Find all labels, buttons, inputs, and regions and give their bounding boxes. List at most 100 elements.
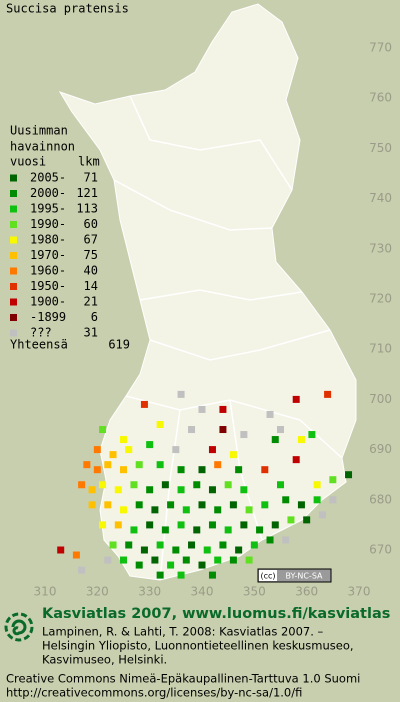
occurrence-cell	[188, 426, 196, 434]
occurrence-cell	[120, 556, 127, 564]
cc-badge: (cc) BY-NC-SA	[257, 568, 332, 583]
occurrence-cell	[240, 431, 248, 439]
legend-swatch	[10, 190, 17, 197]
occurrence-cell	[203, 546, 211, 554]
occurrence-cell	[135, 461, 143, 469]
occurrence-cell	[114, 521, 122, 529]
occurrence-cell	[146, 521, 154, 529]
occurrence-cell	[198, 501, 206, 509]
occurrence-cell	[303, 516, 311, 524]
occurrence-cell	[292, 395, 300, 403]
occurrence-cell	[130, 526, 138, 534]
occurrence-cell	[282, 536, 290, 544]
x-axis-label: 360	[295, 585, 318, 599]
occurrence-cell	[297, 501, 305, 509]
occurrence-cell	[135, 561, 143, 569]
occurrence-cell	[219, 541, 227, 549]
badge-license: BY-NC-SA	[285, 572, 323, 581]
occurrence-cell	[151, 556, 159, 564]
occurrence-cell	[135, 501, 143, 509]
occurrence-cell	[261, 501, 269, 509]
occurrence-cell	[245, 506, 253, 514]
occurrence-cell	[146, 441, 154, 449]
occurrence-cell	[177, 521, 185, 529]
occurrence-cell	[256, 526, 264, 534]
legend-swatch	[10, 329, 17, 337]
license-line: http://creativecommons.org/licenses/by-n…	[6, 686, 302, 700]
y-axis-label: 750	[369, 141, 392, 155]
legend-total: 619	[108, 338, 130, 352]
occurrence-cell	[172, 446, 180, 454]
y-axis-label: 680	[369, 492, 392, 506]
legend-label: -1899	[30, 310, 66, 324]
occurrence-cell	[198, 561, 206, 569]
y-axis-label: 690	[369, 442, 392, 456]
y-axis-label: 710	[369, 342, 392, 356]
citation-line: Helsingin Yliopisto, Luonnontieteellinen…	[42, 639, 354, 653]
occurrence-cell	[219, 426, 227, 434]
occurrence-cell	[161, 481, 169, 489]
occurrence-cell	[156, 421, 164, 428]
occurrence-cell	[99, 426, 107, 434]
y-axis-label: 770	[369, 41, 392, 55]
legend-swatch	[10, 298, 17, 306]
legend-swatch	[10, 236, 17, 244]
legend-count: 67	[84, 233, 98, 247]
legend-count: 14	[84, 279, 98, 293]
occurrence-cell	[140, 400, 148, 408]
x-axis-label: 340	[191, 585, 214, 599]
occurrence-cell	[297, 436, 305, 444]
occurrence-cell	[104, 461, 112, 469]
legend-count: 121	[76, 186, 98, 200]
occurrence-cell	[193, 526, 201, 534]
occurrence-cell	[329, 496, 337, 504]
legend-count: 40	[84, 264, 98, 278]
occurrence-cell	[120, 466, 127, 474]
occurrence-cell	[104, 501, 112, 509]
occurrence-cell	[245, 556, 253, 564]
occurrence-cell	[250, 541, 258, 549]
legend-label: 2000-	[30, 186, 66, 200]
y-axis-label: 720	[369, 292, 392, 306]
occurrence-cell	[146, 486, 154, 494]
occurrence-cell	[224, 481, 232, 489]
y-axis-label: 700	[369, 392, 392, 406]
legend-swatch	[10, 267, 17, 275]
occurrence-cell	[324, 390, 332, 398]
occurrence-cell	[193, 481, 201, 489]
legend-header: havainnon	[10, 140, 75, 154]
legend-count: 21	[84, 295, 98, 309]
badge-cc: (cc)	[260, 572, 275, 581]
legend-swatch	[10, 205, 17, 213]
occurrence-cell	[88, 501, 96, 509]
occurrence-cell	[214, 461, 222, 469]
legend-label: 1960-	[30, 264, 66, 278]
occurrence-cell	[114, 486, 122, 494]
y-axis-label: 740	[369, 191, 392, 205]
credits-heading: Kasviatlas 2007, www.luomus.fi/kasviatla…	[42, 606, 390, 622]
legend-count: 75	[84, 248, 98, 262]
occurrence-cell	[151, 506, 159, 514]
occurrence-cell	[214, 506, 222, 514]
occurrence-cell	[104, 556, 112, 564]
occurrence-cell	[229, 451, 237, 459]
occurrence-cell	[109, 541, 117, 549]
y-axis-label: 760	[369, 91, 392, 105]
legend-label: 1900-	[30, 295, 66, 309]
x-axis-label: 330	[138, 585, 161, 599]
occurrence-cell	[313, 481, 321, 489]
legend-label: 1950-	[30, 279, 66, 293]
occurrence-cell	[57, 546, 65, 554]
legend: Uusimman havainnon vuosi lkm Yhteensä 61…	[10, 124, 130, 352]
y-axis-label: 670	[369, 543, 392, 557]
occurrence-cell	[266, 536, 274, 544]
occurrence-cell	[156, 541, 164, 549]
occurrence-cell	[329, 476, 337, 484]
occurrence-cell	[208, 486, 216, 494]
occurrence-cell	[172, 546, 180, 554]
logo	[4, 612, 34, 642]
occurrence-cell	[161, 526, 169, 534]
occurrence-cell	[120, 506, 127, 514]
occurrence-cell	[167, 501, 175, 509]
occurrence-cell	[229, 556, 237, 564]
